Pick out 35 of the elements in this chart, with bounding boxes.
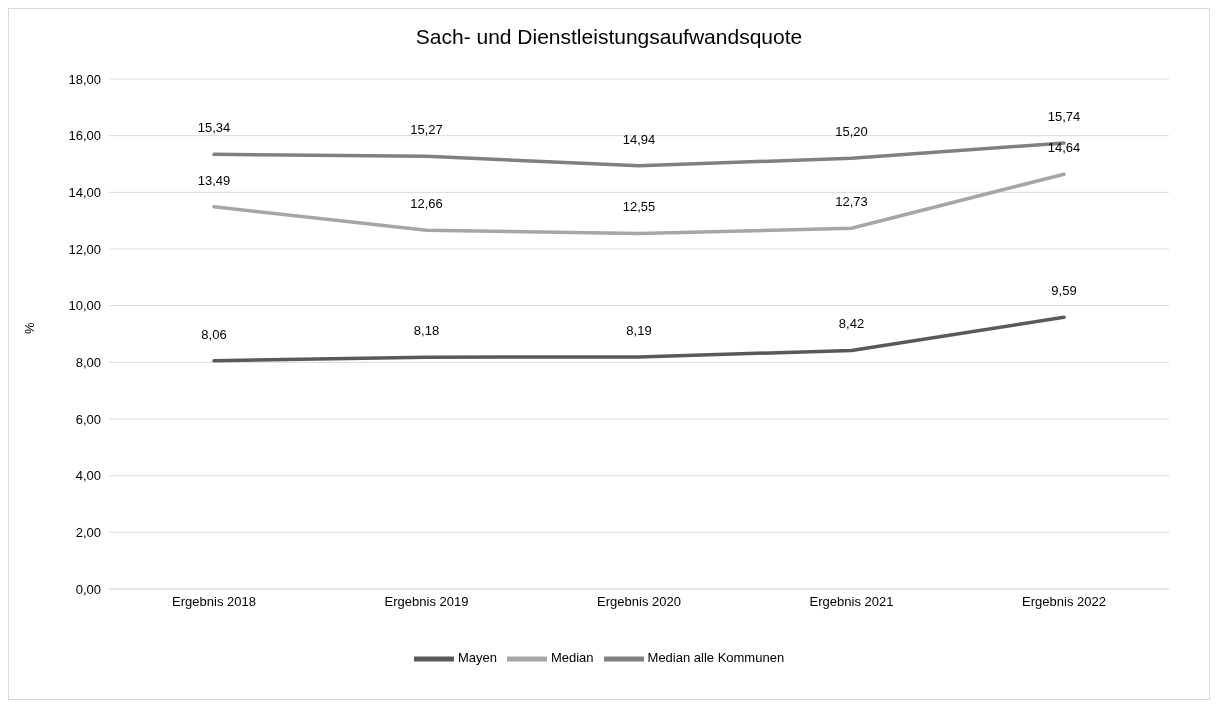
y-tick-label: 2,00 [75,524,101,540]
y-tick-label: 0,00 [75,581,101,597]
data-label: 15,74 [1047,109,1081,125]
legend-label: Median [550,650,594,666]
data-label: 15,27 [410,122,443,138]
data-label: 8,19 [626,322,652,338]
data-label: 14,64 [1047,140,1081,156]
y-tick-label: 16,00 [68,128,101,144]
y-tick-label: 10,00 [68,298,101,314]
data-label: 14,94 [622,131,656,147]
y-tick-label: 18,00 [68,71,101,87]
y-tick-label: 14,00 [68,184,101,200]
legend-label: Median alle Kommunen [647,650,785,666]
data-label: 8,42 [838,316,865,332]
data-label: 12,73 [835,194,868,210]
x-tick-label: Ergebnis 2020 [597,594,681,610]
y-tick-label: 6,00 [75,411,101,427]
chart-title: Sach- und Dienstleistungsaufwandsquote [414,25,804,49]
x-tick-label: Ergebnis 2022 [1022,594,1106,610]
data-label: 13,49 [197,172,231,188]
y-tick-label: 12,00 [68,241,101,257]
data-label: 12,66 [410,196,443,212]
data-label: 8,18 [413,323,440,339]
data-label: 15,34 [197,120,231,136]
y-axis-title: % [21,322,37,334]
legend-label: Mayen [457,650,497,666]
y-tick-label: 4,00 [75,468,101,484]
x-tick-label: Ergebnis 2019 [384,594,469,610]
data-label: 8,06 [201,326,227,342]
y-tick-label: 8,00 [75,354,101,370]
data-label: 12,55 [622,199,656,215]
x-tick-label: Ergebnis 2018 [172,594,256,610]
data-label: 15,20 [835,124,868,140]
data-label: 9,59 [1051,283,1077,299]
x-tick-label: Ergebnis 2021 [809,594,894,610]
